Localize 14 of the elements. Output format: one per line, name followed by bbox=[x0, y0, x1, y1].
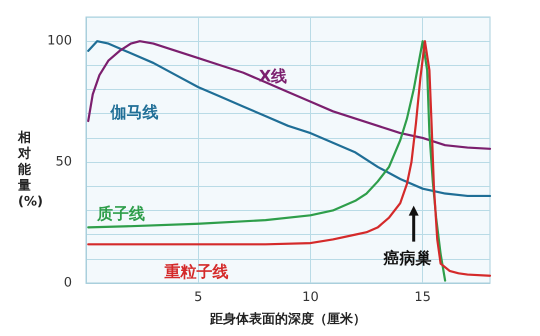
annotation: 癌病巢 bbox=[382, 248, 432, 268]
series-label: 重粒子线 bbox=[164, 262, 229, 282]
series-label: 质子线 bbox=[96, 204, 146, 224]
line-series bbox=[87, 40, 492, 150]
y-axis-title: 相对能量(%) bbox=[17, 130, 43, 210]
line-series bbox=[87, 40, 492, 198]
x-tick-label: 10 bbox=[302, 290, 319, 305]
x-axis-title: 距身体表面的深度（厘米） bbox=[209, 311, 366, 327]
text: 伽马线 bbox=[110, 102, 159, 122]
y-tick-label: 50 bbox=[55, 154, 72, 170]
x-tick-label: 5 bbox=[194, 290, 202, 305]
y-tick-label: 0 bbox=[64, 276, 72, 290]
y-tick-label: 100 bbox=[47, 34, 72, 49]
x-tick-label: 15 bbox=[414, 290, 431, 305]
